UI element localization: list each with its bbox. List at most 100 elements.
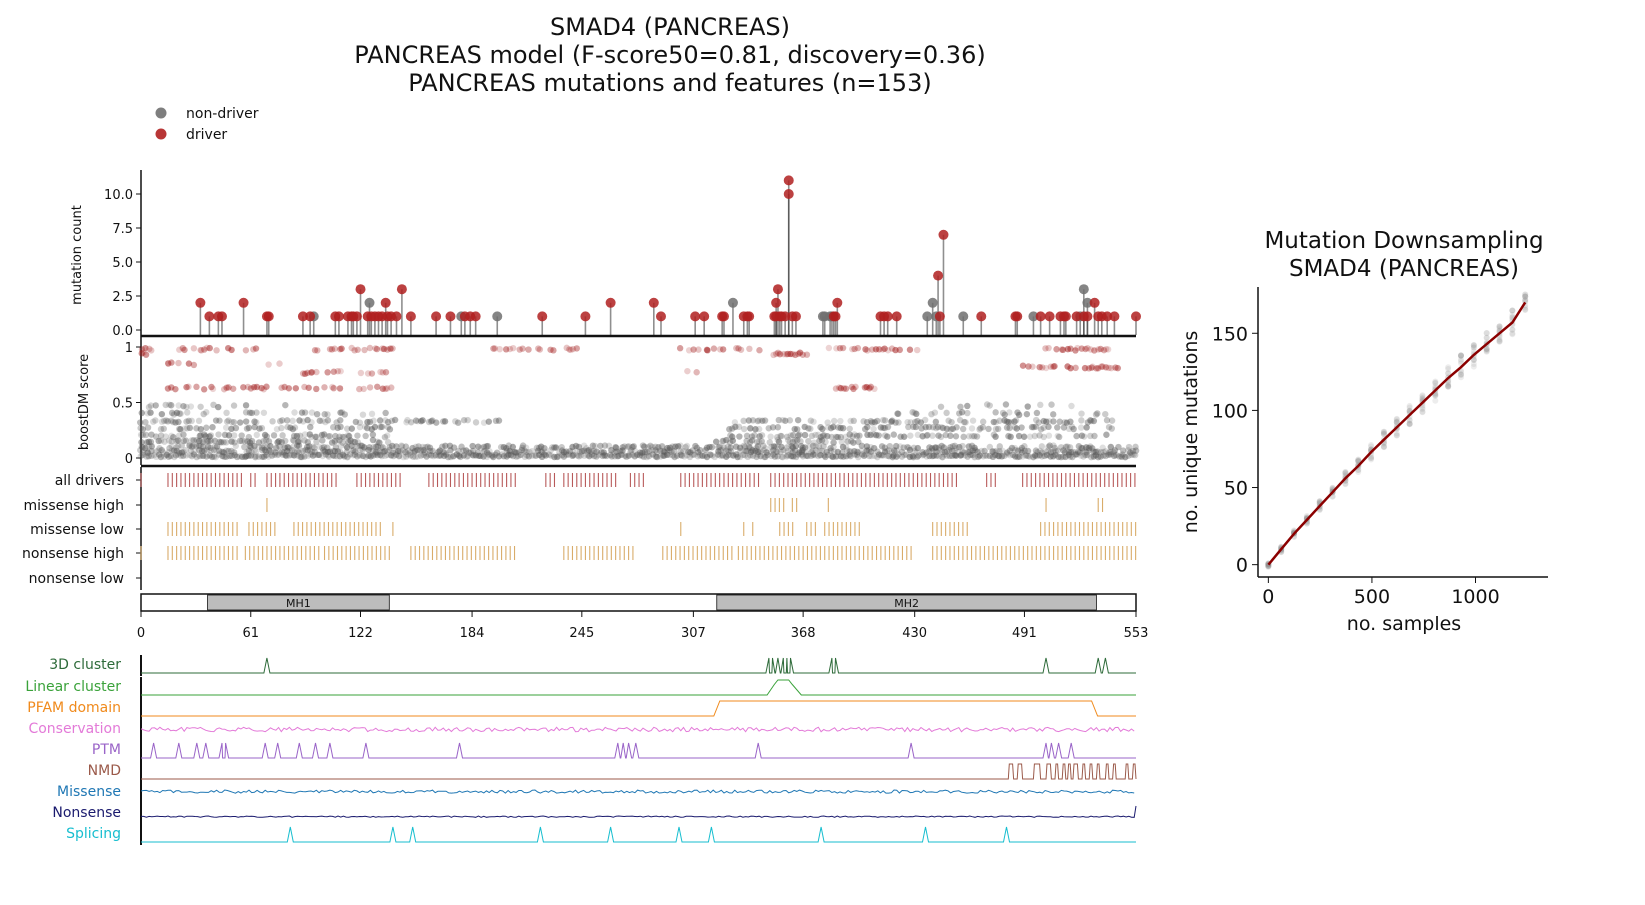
boostdm-non-driver-point bbox=[685, 448, 692, 456]
boostdm-non-driver-point bbox=[223, 418, 231, 425]
boostdm-non-driver-point bbox=[425, 418, 433, 426]
boostdm-non-driver-point bbox=[1130, 451, 1137, 458]
boostdm-non-driver-point bbox=[759, 417, 766, 424]
boostdm-non-driver-point bbox=[137, 431, 145, 439]
boostdm-non-driver-point bbox=[460, 452, 467, 459]
boostdm-non-driver-point bbox=[634, 451, 641, 458]
boostdm-non-driver-point bbox=[1055, 453, 1062, 461]
boostdm-non-driver-point bbox=[886, 442, 894, 450]
boostdm-non-driver-point bbox=[933, 448, 940, 455]
boostdm-driver-point bbox=[351, 347, 358, 354]
boostdm-non-driver-point bbox=[216, 417, 223, 424]
boostdm-non-driver-point bbox=[856, 432, 863, 439]
boostdm-non-driver-point bbox=[1045, 423, 1052, 431]
boostdm-driver-point bbox=[1099, 363, 1106, 370]
boostdm-driver-point bbox=[379, 385, 386, 392]
position-tick-label: 61 bbox=[242, 626, 259, 641]
downsampling-replicate-point bbox=[1483, 346, 1490, 353]
boostdm-non-driver-point bbox=[372, 443, 380, 451]
boostdm-non-driver-point bbox=[242, 402, 250, 409]
driver-lollipop-head bbox=[744, 311, 755, 322]
position-tick-label: 184 bbox=[460, 626, 485, 641]
boostdm-driver-point bbox=[1095, 346, 1102, 353]
boostdm-non-driver-point bbox=[168, 402, 175, 409]
boostdm-driver-point bbox=[1100, 346, 1108, 354]
boostdm-driver-point bbox=[1051, 363, 1058, 370]
boostdm-non-driver-point bbox=[440, 452, 448, 460]
lollipop-y-tick-label: 10.0 bbox=[104, 188, 133, 203]
boostdm-non-driver-point bbox=[1011, 418, 1018, 425]
boostdm-non-driver-point bbox=[447, 447, 454, 454]
boostdm-non-driver-point bbox=[890, 431, 897, 438]
boostdm-driver-point bbox=[799, 351, 807, 358]
lollipop-y-label: mutation count bbox=[70, 205, 85, 305]
boostdm-non-driver-point bbox=[1078, 432, 1086, 439]
boostdm-non-driver-point bbox=[168, 442, 175, 449]
driver-lollipop-head bbox=[380, 297, 391, 308]
boostdm-non-driver-point bbox=[1073, 451, 1081, 458]
boostdm-non-driver-point bbox=[815, 443, 823, 450]
boostdm-non-driver-point bbox=[1055, 433, 1063, 441]
boostdm-non-driver-point bbox=[727, 432, 734, 439]
boostdm-non-driver-point bbox=[874, 417, 881, 425]
boostdm-non-driver-point bbox=[985, 425, 992, 433]
boostdm-non-driver-point bbox=[745, 417, 753, 424]
boostdm-non-driver-point bbox=[812, 451, 819, 459]
boostdm-non-driver-point bbox=[783, 453, 790, 460]
downsampling-replicate-point bbox=[1393, 430, 1400, 437]
boostdm-non-driver-point bbox=[818, 437, 826, 444]
boostdm-driver-point bbox=[304, 369, 311, 377]
boostdm-non-driver-point bbox=[731, 419, 739, 426]
feature-line bbox=[141, 763, 1137, 780]
boostdm-non-driver-point bbox=[619, 444, 626, 451]
boostdm-non-driver-point bbox=[740, 442, 748, 449]
boostdm-non-driver-point bbox=[1032, 447, 1040, 454]
downsampling-replicate-point bbox=[1458, 371, 1464, 378]
boostdm-non-driver-point bbox=[1107, 448, 1114, 456]
boostdm-non-driver-point bbox=[913, 410, 920, 418]
boostdm-non-driver-point bbox=[789, 449, 796, 456]
driver-lollipop-head bbox=[783, 175, 794, 186]
boostdm-non-driver-point bbox=[770, 443, 778, 450]
boostdm-non-driver-point bbox=[175, 418, 182, 426]
boostdm-non-driver-point bbox=[273, 425, 281, 433]
boostdm-non-driver-point bbox=[608, 453, 615, 460]
boostdm-non-driver-point bbox=[1087, 432, 1094, 440]
boostdm-non-driver-point bbox=[1077, 424, 1085, 431]
boostdm-non-driver-point bbox=[196, 446, 203, 454]
boostdm-non-driver-point bbox=[716, 443, 723, 450]
boostdm-driver-point bbox=[308, 369, 315, 376]
boostdm-non-driver-point bbox=[907, 419, 914, 426]
downsampling-replicate-point bbox=[1342, 481, 1349, 488]
downsampling-y-tick-label: 100 bbox=[1212, 400, 1248, 422]
boostdm-non-driver-point bbox=[581, 452, 588, 459]
downsampling-replicate-point bbox=[1483, 334, 1490, 341]
boostdm-driver-point bbox=[1072, 347, 1079, 354]
boostdm-non-driver-point bbox=[677, 451, 684, 459]
boostdm-non-driver-point bbox=[639, 449, 646, 456]
boostdm-non-driver-point bbox=[147, 409, 154, 416]
boostdm-non-driver-point bbox=[283, 452, 290, 460]
boostdm-non-driver-point bbox=[262, 437, 270, 444]
boostdm-non-driver-point bbox=[555, 453, 562, 460]
boostdm-non-driver-point bbox=[767, 433, 774, 440]
boostdm-non-driver-point bbox=[395, 453, 403, 460]
boostdm-driver-point bbox=[1081, 364, 1089, 372]
boostdm-non-driver-point bbox=[160, 417, 168, 425]
boostdm-driver-point bbox=[676, 345, 684, 352]
boostdm-non-driver-point bbox=[251, 442, 258, 450]
boostdm-non-driver-point bbox=[1037, 401, 1044, 409]
boostdm-non-driver-point bbox=[860, 418, 867, 425]
boostdm-non-driver-point bbox=[1131, 451, 1139, 459]
boostdm-non-driver-point bbox=[1036, 452, 1043, 459]
boostdm-non-driver-point bbox=[754, 417, 762, 425]
boostdm-non-driver-point bbox=[294, 452, 302, 459]
boostdm-driver-point bbox=[906, 346, 914, 353]
boostdm-non-driver-point bbox=[1021, 447, 1028, 455]
downsampling-replicate-point bbox=[1496, 325, 1503, 332]
boostdm-non-driver-point bbox=[304, 452, 312, 459]
downsampling-y-label: no. unique mutations bbox=[1180, 331, 1202, 534]
boostdm-non-driver-point bbox=[838, 449, 846, 456]
downsampling-replicate-point bbox=[1522, 293, 1529, 300]
boostdm-non-driver-point bbox=[383, 432, 391, 439]
